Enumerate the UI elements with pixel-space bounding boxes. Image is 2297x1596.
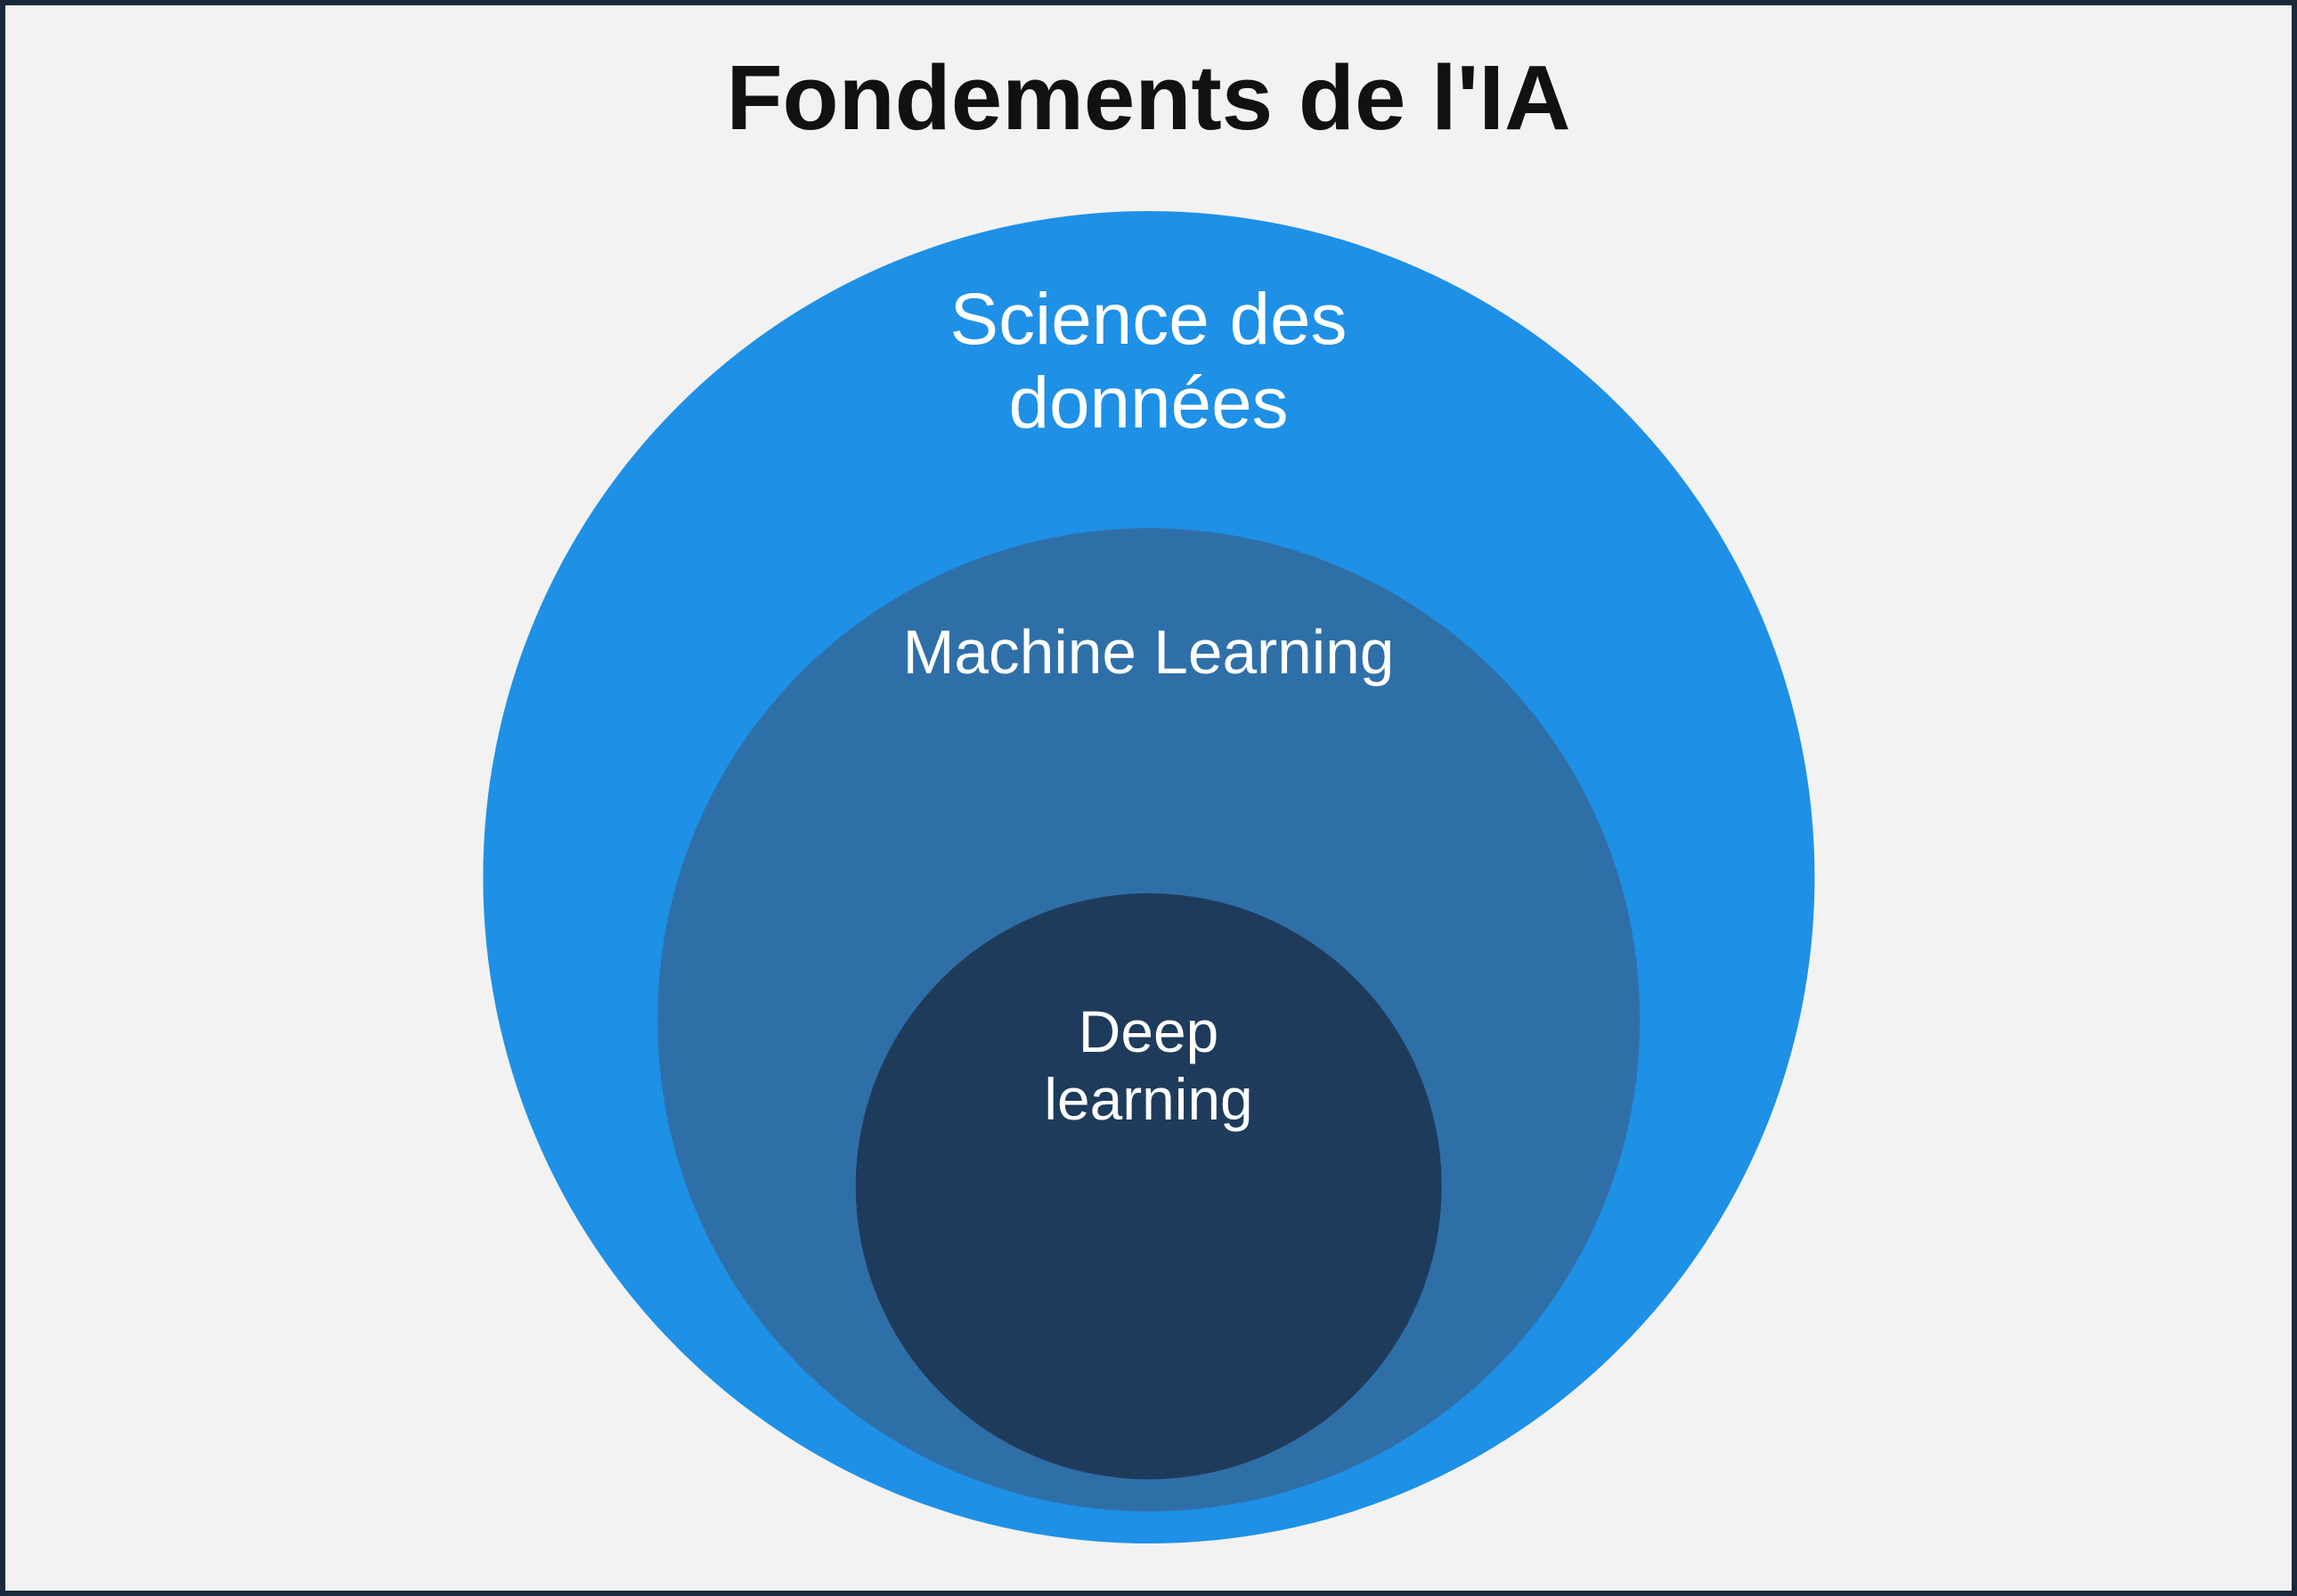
circle-deep-learning: Deep learning bbox=[855, 893, 1442, 1480]
circle-data-science-label: Science des données bbox=[950, 278, 1348, 445]
circle-machine-learning-label: Machine Learning bbox=[903, 617, 1395, 688]
diagram-frame: Fondements de l'IA Science des données M… bbox=[0, 0, 2297, 1596]
circle-deep-learning-label: Deep learning bbox=[1044, 998, 1252, 1133]
diagram-title: Fondements de l'IA bbox=[726, 45, 1570, 151]
